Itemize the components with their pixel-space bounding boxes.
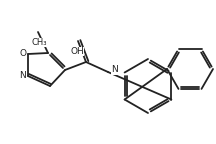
Text: OH: OH: [70, 47, 84, 56]
Text: O: O: [19, 50, 27, 58]
Text: CH₃: CH₃: [31, 38, 47, 47]
Text: N: N: [111, 66, 118, 74]
Text: N: N: [20, 71, 26, 79]
